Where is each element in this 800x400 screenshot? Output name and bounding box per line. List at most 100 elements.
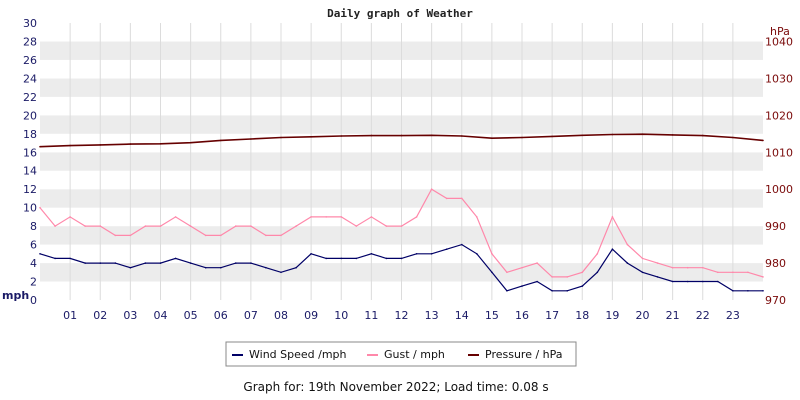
x-tick-label: 18 [575, 309, 589, 322]
gust-mph-point [280, 234, 282, 237]
gust-mph-point [235, 225, 237, 227]
pressure-hpa-point [69, 144, 71, 147]
wind-speed-mph-point [340, 257, 343, 260]
wind-speed-mph-point [39, 253, 41, 255]
gust-mph-point [566, 276, 568, 278]
gust-mph-point [400, 225, 403, 227]
gust-mph-point [461, 197, 463, 200]
wind-speed-mph-point [370, 253, 373, 255]
wind-speed-mph-point [220, 266, 222, 269]
wind-speed-mph-point [536, 280, 538, 283]
gust-mph-point [491, 253, 493, 255]
wind-speed-mph-point [626, 262, 629, 264]
wind-speed-mph-point [325, 257, 328, 260]
left-tick-label: 14 [23, 165, 37, 178]
pressure-hpa-point [400, 134, 403, 137]
wind-speed-mph-point [265, 266, 267, 269]
gust-mph-point [626, 243, 629, 246]
right-tick-label: 1040 [765, 35, 793, 48]
pressure-hpa-point [340, 135, 343, 137]
wind-speed-mph-point [355, 257, 358, 260]
wind-speed-mph-point [144, 262, 147, 264]
gust-mph-point [430, 188, 433, 190]
pressure-hpa-point [762, 139, 764, 142]
wind-speed-mph-point [54, 257, 56, 260]
gust-mph-point [732, 271, 734, 274]
left-tick-label: 22 [23, 91, 37, 104]
x-tick-label: 21 [666, 309, 680, 322]
wind-speed-mph-point [611, 248, 614, 250]
pressure-hpa-point [99, 144, 102, 146]
gust-mph-point [506, 271, 508, 274]
pressure-hpa-point [280, 136, 282, 139]
pressure-hpa-point [461, 135, 463, 137]
x-tick-label: 15 [485, 309, 499, 322]
chart-title: Daily graph of Weather [327, 7, 473, 20]
wind-speed-mph-point [174, 257, 177, 260]
pressure-hpa-point [732, 136, 734, 139]
right-tick-label: 980 [765, 257, 786, 270]
wind-speed-mph-point [671, 280, 674, 283]
x-tick-label: 16 [515, 309, 529, 322]
pressure-hpa-point [581, 134, 584, 137]
gust-mph-point [370, 216, 373, 218]
wind-speed-mph-point [461, 243, 463, 246]
wind-speed-mph-point [445, 248, 448, 250]
gust-mph-point [445, 197, 448, 200]
gust-mph-point [250, 225, 252, 227]
gust-mph-point [762, 276, 764, 278]
gust-mph-point [174, 216, 177, 218]
left-tick-label: 10 [23, 202, 37, 215]
legend-label: Gust / mph [384, 348, 445, 361]
x-tick-label: 14 [455, 309, 469, 322]
wind-speed-mph-point [656, 276, 659, 278]
gust-mph-point [144, 225, 147, 227]
wind-speed-mph-point [717, 280, 719, 283]
wind-speed-mph-point [99, 262, 102, 264]
x-tick-label: 04 [154, 309, 168, 322]
wind-speed-mph-point [702, 280, 704, 283]
right-tick-label: 1030 [765, 72, 793, 85]
left-tick-label: 0 [30, 294, 37, 307]
x-tick-label: 06 [214, 309, 228, 322]
left-tick-label: 2 [30, 276, 37, 289]
gust-mph-point [581, 271, 584, 274]
right-tick-label: 990 [765, 220, 786, 233]
wind-speed-mph-point [69, 257, 71, 260]
pressure-hpa-point [220, 139, 222, 142]
right-tick-label: 1010 [765, 146, 793, 159]
wind-speed-mph-point [566, 290, 568, 292]
pressure-hpa-point [611, 133, 614, 136]
x-tick-label: 23 [726, 309, 740, 322]
gust-mph-point [702, 266, 704, 269]
x-tick-label: 05 [184, 309, 198, 322]
x-tick-label: 11 [364, 309, 378, 322]
wind-speed-mph-point [762, 290, 764, 292]
gust-mph-point [204, 234, 207, 237]
wind-speed-mph-point [310, 253, 312, 255]
gust-mph-point [385, 225, 388, 227]
pressure-hpa-point [521, 136, 523, 139]
pressure-hpa-point [129, 143, 132, 145]
wind-speed-mph-point [129, 266, 132, 269]
left-tick-label: 24 [23, 72, 37, 85]
wind-speed-mph-point [732, 290, 734, 292]
gust-mph-point [656, 262, 659, 264]
pressure-hpa-point [370, 134, 373, 137]
wind-speed-mph-point [114, 262, 117, 264]
pressure-hpa-point [310, 136, 312, 138]
left-tick-label: 26 [23, 54, 37, 67]
wind-speed-mph-point [506, 290, 508, 292]
wind-speed-mph-point [686, 280, 689, 283]
gust-mph-point [159, 225, 162, 227]
gust-mph-point [310, 216, 312, 218]
left-tick-label: 18 [23, 128, 37, 141]
wind-speed-mph-point [295, 266, 297, 269]
left-tick-label: 20 [23, 109, 37, 122]
x-tick-label: 07 [244, 309, 258, 322]
x-tick-label: 03 [123, 309, 137, 322]
wind-speed-mph-point [641, 271, 644, 274]
wind-speed-mph-point [415, 253, 418, 255]
x-tick-label: 08 [274, 309, 288, 322]
x-tick-label: 13 [425, 309, 439, 322]
